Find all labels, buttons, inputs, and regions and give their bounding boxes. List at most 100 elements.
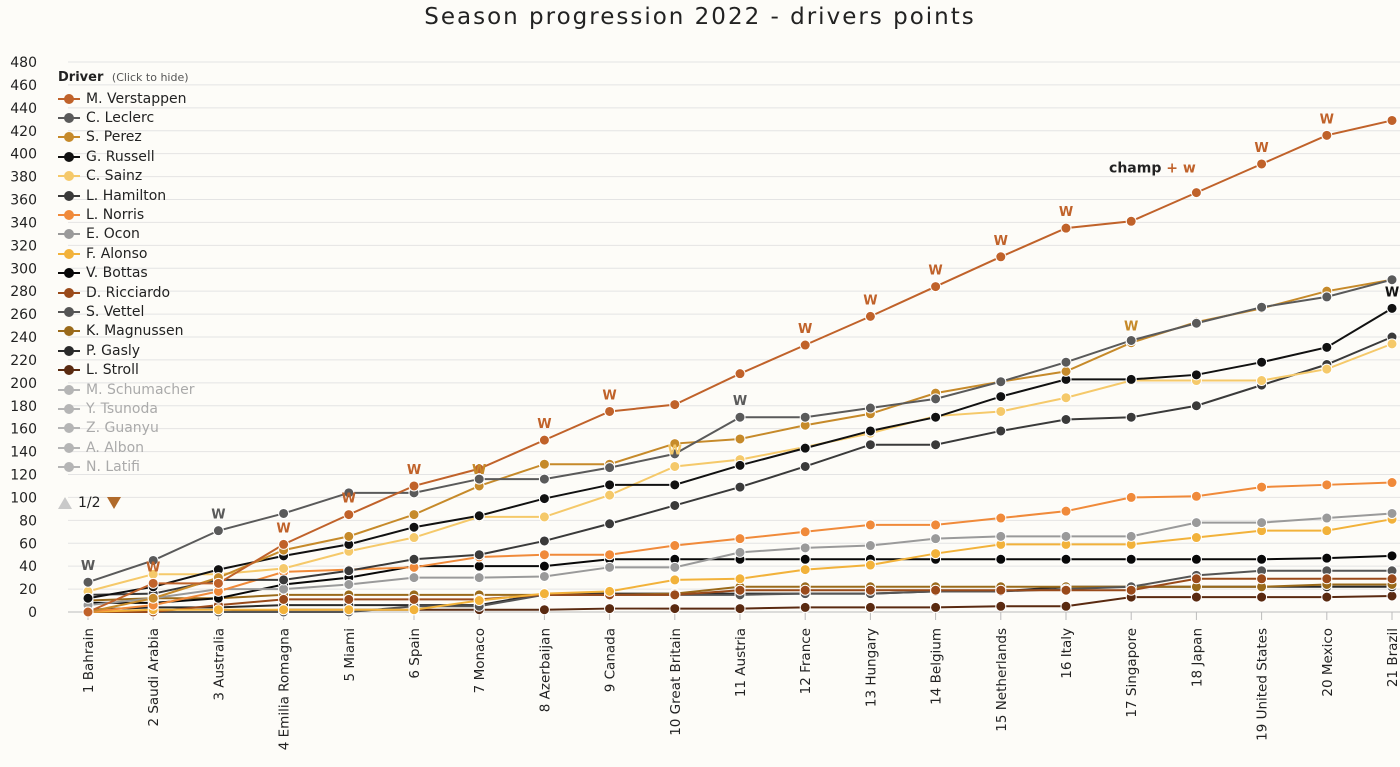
legend-item[interactable]: P. Gasly [58,341,258,360]
legend-item[interactable]: L. Stroll [58,360,258,379]
legend-item[interactable]: M. Schumacher [58,380,258,399]
win-marker: W [276,521,290,536]
data-point [473,572,485,584]
legend-item[interactable]: M. Verstappen [58,89,258,108]
data-point [278,507,290,519]
data-point [538,535,550,547]
data-point [669,399,681,411]
legend-page-indicator: 1/2 [78,495,101,511]
data-point [1386,114,1398,126]
legend-symbol-icon [58,267,80,279]
data-point [147,577,159,589]
legend-item[interactable]: L. Hamilton [58,186,258,205]
win-marker: W [146,560,160,575]
data-point [408,593,420,605]
x-tick-label: 15 Netherlands [994,628,1010,732]
data-point [1386,550,1398,562]
data-point [669,603,681,615]
x-tick-label: 12 France [798,628,814,694]
data-point [538,434,550,446]
legend-page-down-icon[interactable] [106,497,121,509]
data-point [669,499,681,511]
y-tick-label: 400 [10,147,37,163]
legend-label: S. Vettel [86,303,145,320]
legend-item[interactable]: K. Magnussen [58,322,258,341]
legend-item[interactable]: C. Sainz [58,167,258,186]
legend-symbol-icon [58,170,80,182]
data-point [1386,507,1398,519]
legend-item[interactable]: S. Vettel [58,302,258,321]
legend-item[interactable]: E. Ocon [58,225,258,244]
data-point [799,584,811,596]
win-marker: W [733,394,747,409]
data-point [1190,187,1202,199]
data-point [1256,573,1268,585]
y-tick-label: 80 [19,513,37,529]
data-point [864,540,876,552]
legend-item[interactable]: G. Russell [58,147,258,166]
legend-page-up-icon[interactable] [58,497,72,509]
data-point [212,525,224,537]
data-point [1125,411,1137,423]
data-point [1060,505,1072,517]
data-point [734,368,746,380]
legend-symbol-icon [58,306,80,318]
legend-item[interactable]: V. Bottas [58,264,258,283]
data-point [604,518,616,530]
legend-label: L. Stroll [86,362,139,379]
legend-item[interactable]: S. Perez [58,128,258,147]
data-point [734,433,746,445]
data-point [669,589,681,601]
data-point [669,561,681,573]
data-point [995,405,1007,417]
data-point [343,530,355,542]
data-point [473,549,485,561]
legend-item[interactable]: N. Latifi [58,457,258,476]
legend-label: E. Ocon [86,226,140,243]
legend-label: P. Gasly [86,342,141,359]
data-point [930,548,942,560]
legend-item[interactable]: A. Albon [58,438,258,457]
data-point [799,601,811,613]
data-point [995,425,1007,437]
data-point [864,519,876,531]
data-point [734,411,746,423]
legend-pager: 1/2 [58,495,121,511]
legend-symbol-icon [58,112,80,124]
y-tick-label: 120 [10,468,37,484]
legend-label: Y. Tsunoda [86,400,158,417]
data-point [799,411,811,423]
legend-item[interactable]: F. Alonso [58,244,258,263]
legend-item[interactable]: C. Leclerc [58,108,258,127]
legend: Driver (Click to hide) M. Verstappen C. L… [58,70,258,477]
data-point [669,479,681,491]
legend-item[interactable]: Y. Tsunoda [58,399,258,418]
legend-item[interactable]: D. Ricciardo [58,283,258,302]
data-point [864,601,876,613]
data-point [930,519,942,531]
data-point [604,603,616,615]
data-point [604,462,616,474]
data-point [930,393,942,405]
data-point [995,391,1007,403]
data-point [604,405,616,417]
data-point [1125,215,1137,227]
data-point [408,480,420,492]
data-point [734,533,746,545]
data-point [995,251,1007,263]
legend-symbol-icon [58,325,80,337]
data-point [1190,532,1202,544]
y-tick-label: 380 [10,170,37,186]
x-tick-label: 7 Monaco [472,628,488,693]
win-marker: W [1124,320,1138,335]
legend-item[interactable]: L. Norris [58,205,258,224]
y-tick-label: 280 [10,284,37,300]
legend-label: C. Leclerc [86,110,155,127]
data-point [1060,392,1072,404]
legend-item[interactable]: Z. Guanyu [58,419,258,438]
data-point [864,439,876,451]
win-marker: W [1385,285,1399,300]
data-point [1321,573,1333,585]
legend-label: A. Albon [86,439,145,456]
legend-symbol-icon [58,248,80,260]
